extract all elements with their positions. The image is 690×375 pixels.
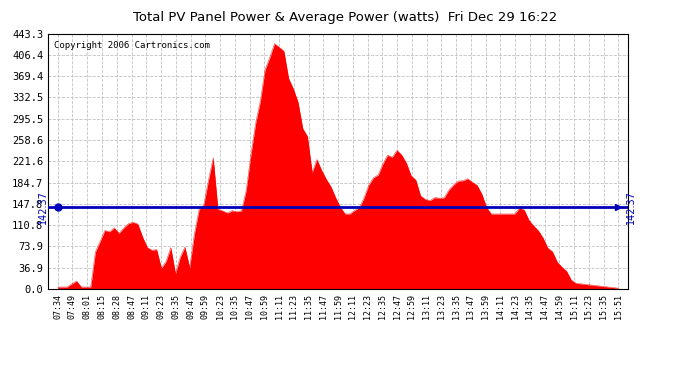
Text: 142.37: 142.37 bbox=[626, 190, 635, 224]
Text: 142.37: 142.37 bbox=[39, 190, 48, 224]
Text: Copyright 2006 Cartronics.com: Copyright 2006 Cartronics.com bbox=[54, 41, 210, 50]
Text: Total PV Panel Power & Average Power (watts)  Fri Dec 29 16:22: Total PV Panel Power & Average Power (wa… bbox=[133, 11, 557, 24]
